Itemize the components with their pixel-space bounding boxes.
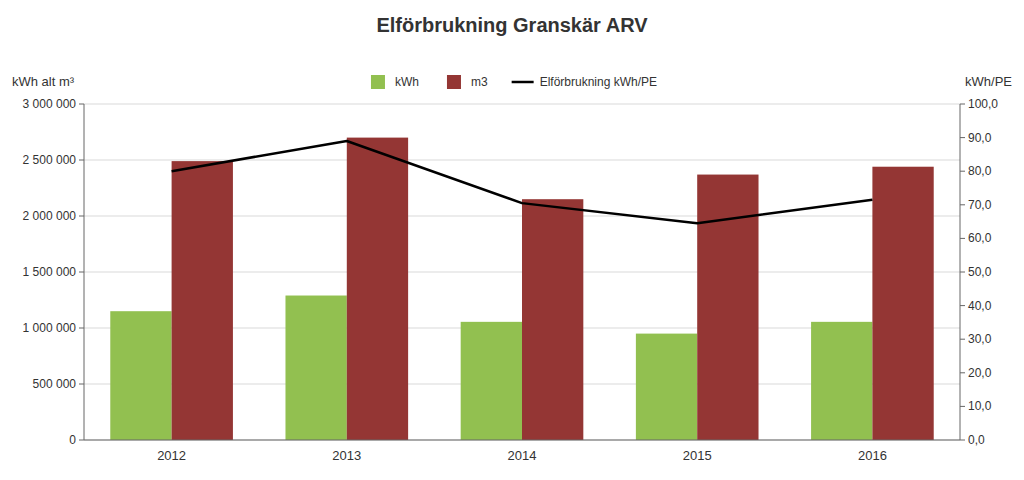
legend: kWh m3 Elförbrukning kWh/PE	[371, 75, 657, 89]
y2-tick-label: 20,0	[968, 366, 992, 380]
y-tick	[79, 160, 84, 161]
y-tick	[79, 384, 84, 385]
y2-tick	[960, 372, 965, 373]
y2-tick	[960, 171, 965, 172]
y2-tick-label: 30,0	[968, 332, 992, 346]
line	[172, 141, 873, 223]
bar	[110, 311, 171, 440]
y2-tick	[960, 305, 965, 306]
y-axis	[84, 104, 85, 440]
y2-tick-label: 90,0	[968, 131, 992, 145]
bar	[636, 334, 697, 440]
grid-line	[84, 440, 960, 441]
y-axis-label: kWh alt m³	[12, 74, 75, 89]
y2-tick-label: 70,0	[968, 198, 992, 212]
y2-tick-label: 80,0	[968, 164, 992, 178]
chart: Elförbrukning Granskär ARV kWh alt m³ kWh/…	[0, 0, 1024, 480]
legend-label: m3	[471, 75, 488, 89]
y2-tick-label: 40,0	[968, 299, 992, 313]
bar	[522, 199, 583, 440]
legend-item: kWh	[371, 75, 419, 89]
legend-swatch	[371, 75, 385, 89]
x-tick-label: 2012	[157, 448, 186, 463]
y2-axis-label: kWh/PE	[965, 74, 1012, 89]
title: Elförbrukning Granskär ARV	[376, 14, 648, 36]
y-tick-label: 3 000 000	[23, 97, 77, 111]
legend-label: Elförbrukning kWh/PE	[540, 75, 657, 89]
y2-tick	[960, 406, 965, 407]
legend-label: kWh	[395, 75, 419, 89]
y-tick-label: 1 000 000	[23, 321, 77, 335]
y-tick-label: 0	[69, 433, 76, 447]
x-tick-label: 2015	[683, 448, 712, 463]
legend-swatch	[447, 75, 461, 89]
bar	[697, 175, 758, 440]
grid-line	[84, 104, 960, 105]
bar	[872, 167, 933, 440]
y2-tick	[960, 440, 965, 441]
grid	[84, 104, 960, 440]
bar	[172, 161, 233, 440]
bar	[461, 322, 522, 440]
bar	[285, 296, 346, 440]
legend-swatch	[512, 81, 534, 84]
y-tick	[79, 440, 84, 441]
x-tick-label: 2016	[858, 448, 887, 463]
y2-tick	[960, 272, 965, 273]
y2-tick	[960, 204, 965, 205]
y2-tick-label: 50,0	[968, 265, 992, 279]
y-tick-label: 2 000 000	[23, 209, 77, 223]
y-tick-label: 2 500 000	[23, 153, 77, 167]
y2-axis	[960, 104, 961, 440]
legend-item: Elförbrukning kWh/PE	[512, 75, 657, 89]
y2-tick	[960, 339, 965, 340]
y-tick	[79, 104, 84, 105]
legend-item: m3	[447, 75, 488, 89]
bar	[811, 322, 872, 440]
x-tick-label: 2014	[508, 448, 537, 463]
bar	[347, 138, 408, 440]
y2-tick	[960, 238, 965, 239]
marks	[110, 138, 933, 440]
x-axis	[84, 440, 960, 441]
y-tick	[79, 272, 84, 273]
y-tick-label: 500 000	[33, 377, 77, 391]
y-tick	[79, 328, 84, 329]
y2-tick-label: 100,0	[968, 97, 998, 111]
y-tick-label: 1 500 000	[23, 265, 77, 279]
y2-tick-label: 10,0	[968, 399, 992, 413]
y-tick	[79, 216, 84, 217]
y2-tick	[960, 104, 965, 105]
y2-tick-label: 60,0	[968, 231, 992, 245]
grid-line	[84, 160, 960, 161]
y2-tick-label: 0,0	[968, 433, 985, 447]
x-tick-label: 2013	[332, 448, 361, 463]
y2-tick	[960, 137, 965, 138]
